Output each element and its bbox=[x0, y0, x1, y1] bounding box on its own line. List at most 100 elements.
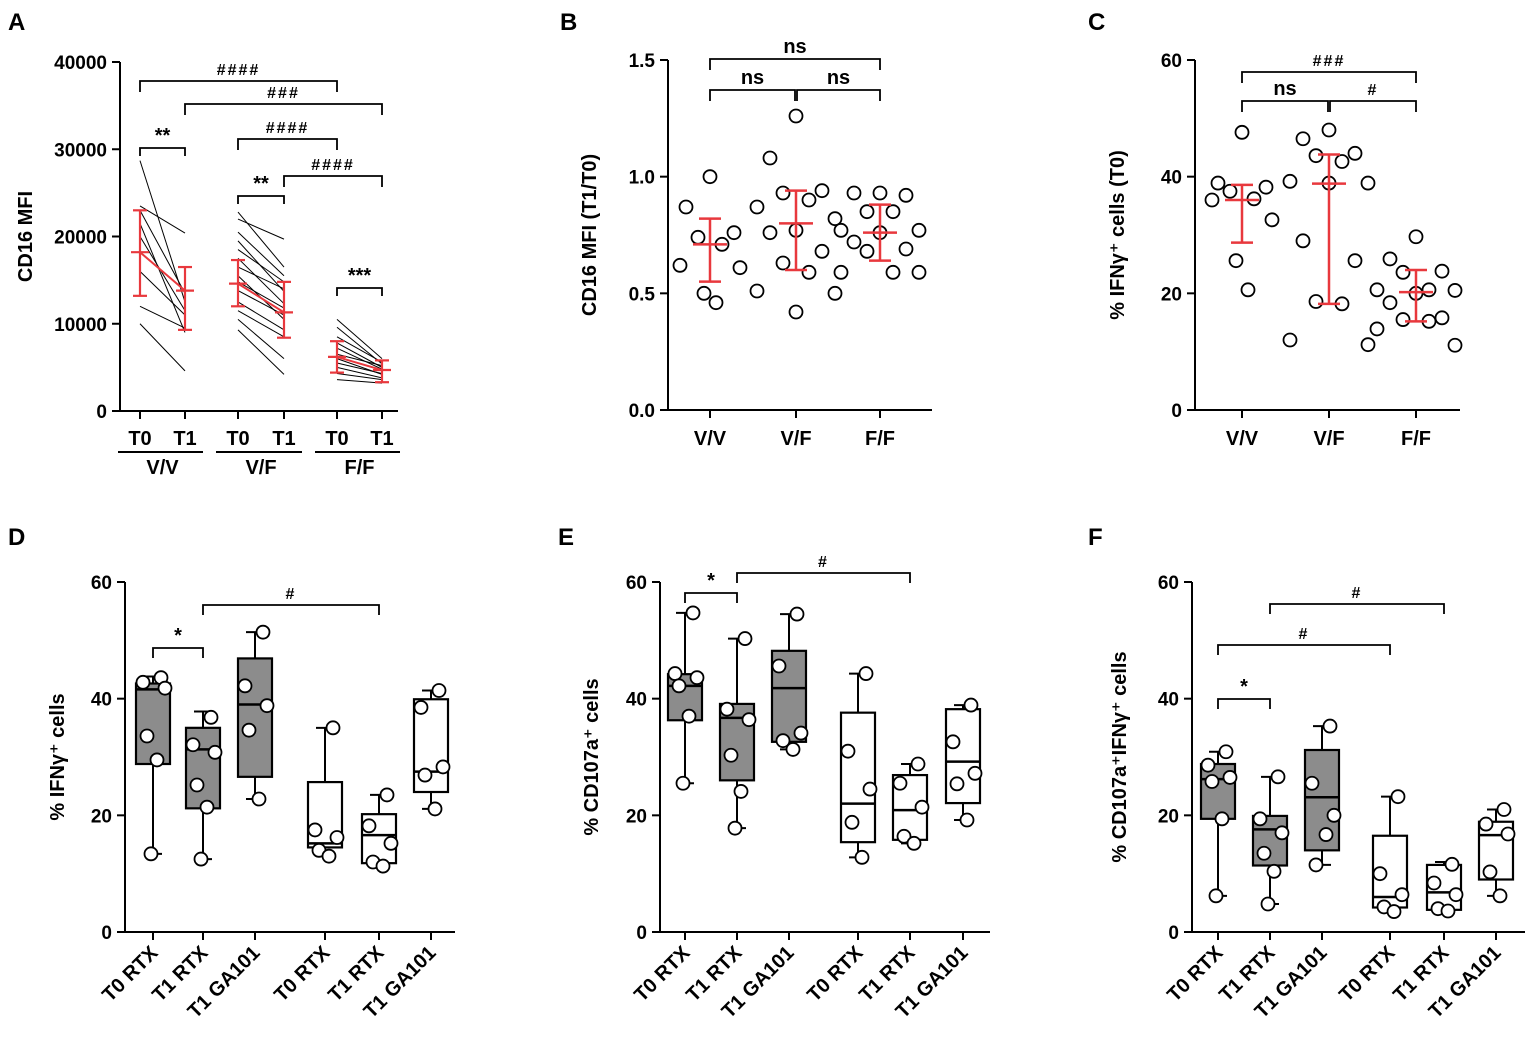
data-point bbox=[685, 605, 701, 621]
data-point bbox=[255, 624, 271, 640]
box-2 bbox=[718, 631, 757, 836]
significance-label: ns bbox=[1273, 78, 1296, 100]
data-point bbox=[885, 204, 901, 220]
box-4 bbox=[306, 720, 345, 864]
y-axis-label: CD16 MFI bbox=[15, 191, 37, 282]
series-VF bbox=[1282, 122, 1376, 353]
data-point bbox=[417, 767, 433, 783]
data-point bbox=[844, 814, 860, 830]
data-point bbox=[749, 283, 765, 299]
data-point bbox=[1252, 811, 1268, 827]
paired-line bbox=[237, 329, 285, 375]
data-point bbox=[1434, 263, 1450, 279]
y-tick-label: 1.0 bbox=[629, 168, 655, 189]
data-point bbox=[967, 765, 983, 781]
significance-bracket bbox=[1241, 100, 1329, 112]
significance-bracket bbox=[736, 572, 911, 583]
significance-bracket bbox=[1269, 603, 1445, 614]
data-point bbox=[241, 722, 257, 738]
paired-line bbox=[336, 347, 383, 370]
paired-line bbox=[336, 336, 383, 363]
data-point bbox=[237, 678, 253, 694]
data-point bbox=[1347, 253, 1363, 269]
significance-label: ns bbox=[741, 67, 764, 89]
panel-letter-d: D bbox=[8, 524, 25, 551]
data-point bbox=[708, 295, 724, 311]
data-point bbox=[251, 791, 267, 807]
data-point bbox=[749, 199, 765, 215]
data-point bbox=[1386, 904, 1402, 919]
x-tick-label: V/V bbox=[694, 428, 727, 450]
paired-line bbox=[336, 372, 383, 381]
data-point bbox=[1321, 122, 1337, 138]
significance-label: #### bbox=[266, 120, 310, 137]
significance-label: # bbox=[1352, 585, 1363, 602]
significance-bracket bbox=[1217, 698, 1271, 709]
data-point bbox=[1222, 770, 1238, 785]
y-axis-label: CD16 MFI (T1/T0) bbox=[579, 154, 601, 316]
y-axis-label: % CD107a⁺ cells bbox=[581, 678, 603, 835]
x-tick-label: T1 bbox=[173, 428, 196, 450]
x-tick-label: F/F bbox=[865, 428, 895, 450]
data-point bbox=[737, 631, 753, 646]
box-1 bbox=[134, 670, 173, 862]
data-point bbox=[1395, 312, 1411, 327]
significance-label: ** bbox=[155, 125, 171, 147]
data-point bbox=[1382, 251, 1398, 267]
paired-line bbox=[139, 205, 186, 234]
data-point bbox=[1318, 827, 1334, 842]
data-point bbox=[1369, 321, 1385, 337]
x-tick-label: T0 RTX bbox=[1335, 942, 1400, 1007]
significance-bracket bbox=[336, 287, 383, 296]
group-VF bbox=[229, 211, 293, 375]
significance-bracket bbox=[1217, 644, 1391, 655]
significance-label: # bbox=[286, 586, 297, 603]
data-point bbox=[801, 264, 817, 280]
data-point bbox=[1210, 175, 1226, 191]
y-tick-label: 20 bbox=[1158, 806, 1179, 827]
panel-letter-e: E bbox=[558, 524, 574, 551]
paired-line bbox=[237, 257, 285, 305]
significance-label: # bbox=[1299, 626, 1310, 643]
y-tick-label: 60 bbox=[1161, 51, 1182, 72]
significance-bracket bbox=[139, 80, 338, 92]
data-point bbox=[846, 234, 862, 250]
data-point bbox=[185, 737, 201, 753]
data-point bbox=[675, 775, 691, 791]
data-point bbox=[827, 285, 843, 301]
data-point bbox=[1478, 816, 1494, 832]
data-point bbox=[1256, 845, 1272, 861]
data-point bbox=[949, 776, 965, 792]
data-point bbox=[840, 743, 856, 759]
data-point bbox=[1326, 807, 1342, 823]
significance-label: #### bbox=[217, 62, 261, 79]
x-tick-label: T1 bbox=[272, 428, 295, 450]
x-tick-label: T0 RTX bbox=[803, 942, 868, 1007]
data-point bbox=[959, 812, 975, 828]
data-point bbox=[1228, 253, 1244, 269]
paired-line bbox=[237, 211, 285, 268]
paired-line bbox=[139, 323, 186, 372]
y-tick-label: 60 bbox=[626, 573, 647, 594]
panel-f-y-axis: 0 20 40 60 % CD107a⁺IFNγ⁺ cells bbox=[1109, 573, 1193, 944]
data-point bbox=[726, 225, 742, 241]
data-point bbox=[1369, 282, 1385, 298]
y-tick-label: 40 bbox=[1158, 690, 1179, 711]
paired-line bbox=[139, 210, 186, 294]
data-point bbox=[741, 712, 757, 728]
data-point bbox=[872, 185, 888, 201]
x-group-label: V/V bbox=[146, 457, 179, 479]
data-point bbox=[911, 222, 927, 238]
data-point bbox=[157, 680, 173, 696]
x-tick-label: V/F bbox=[1313, 428, 1344, 450]
data-point bbox=[732, 260, 748, 276]
paired-line bbox=[139, 271, 186, 316]
series-FF bbox=[833, 185, 927, 280]
data-point bbox=[149, 752, 165, 768]
data-point bbox=[321, 848, 337, 864]
box-2 bbox=[184, 709, 223, 867]
box-iqr bbox=[944, 708, 982, 805]
data-point bbox=[1496, 802, 1512, 817]
data-point bbox=[435, 759, 451, 775]
